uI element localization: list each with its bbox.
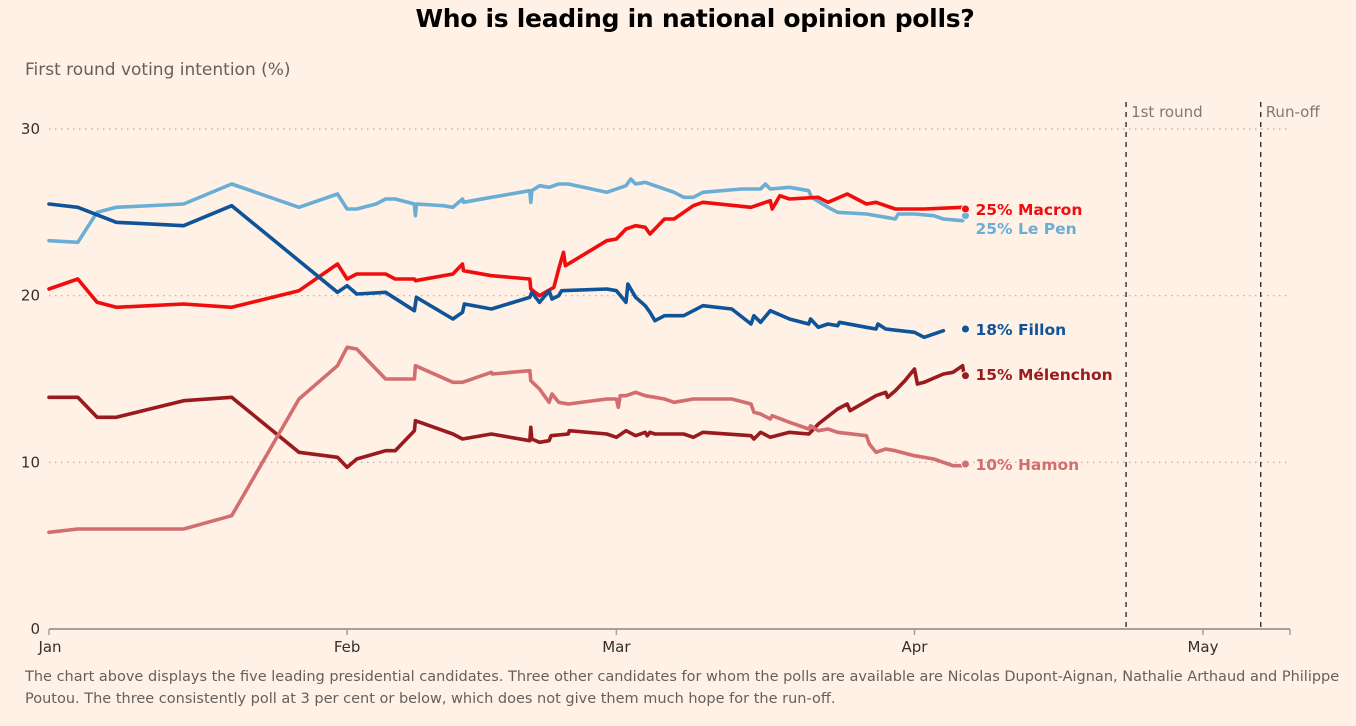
series-line-hamon bbox=[47, 345, 968, 535]
series-line-mlenchon bbox=[47, 363, 967, 470]
x-tick-label: Feb bbox=[334, 638, 361, 656]
x-axis: Jan Feb Mar Apr May bbox=[37, 628, 1291, 656]
y-axis-label: First round voting intention (%) bbox=[25, 60, 291, 80]
end-dot bbox=[960, 324, 970, 334]
series-line-lepen bbox=[47, 177, 968, 245]
y-tick-label: 10 bbox=[21, 453, 40, 471]
chart-caption: The chart above displays the five leadin… bbox=[25, 669, 1340, 707]
event-label: 1st round bbox=[1131, 103, 1203, 121]
grid-lines bbox=[49, 128, 1290, 463]
event-label: Run-off bbox=[1266, 103, 1321, 121]
x-tick-label: Mar bbox=[602, 638, 631, 656]
end-dot bbox=[960, 459, 970, 469]
end-dot bbox=[960, 204, 970, 214]
series-line-fillon bbox=[47, 202, 946, 340]
y-tick-label: 30 bbox=[21, 120, 40, 138]
x-tick-label: Apr bbox=[902, 638, 929, 656]
x-tick-label: May bbox=[1187, 638, 1218, 656]
end-label-fillon: 18% Fillon bbox=[975, 321, 1066, 339]
x-tick-label: Jan bbox=[37, 638, 61, 656]
end-label-mlenchon: 15% Mélenchon bbox=[975, 366, 1112, 384]
y-tick-label: 0 bbox=[30, 620, 40, 638]
end-dot bbox=[960, 371, 970, 381]
y-tick-label: 20 bbox=[21, 287, 40, 305]
y-axis-ticks: 0 10 20 30 bbox=[21, 120, 40, 638]
series-lines bbox=[47, 177, 968, 535]
end-label-hamon: 10% Hamon bbox=[975, 456, 1079, 474]
event-markers: 1st round Run-off bbox=[1125, 102, 1321, 627]
end-label-lepen: 25% Le Pen bbox=[975, 220, 1076, 238]
end-label-macron: 25% Macron bbox=[975, 201, 1082, 219]
chart-title: Who is leading in national opinion polls… bbox=[415, 4, 975, 33]
series-line-macron bbox=[47, 192, 965, 310]
